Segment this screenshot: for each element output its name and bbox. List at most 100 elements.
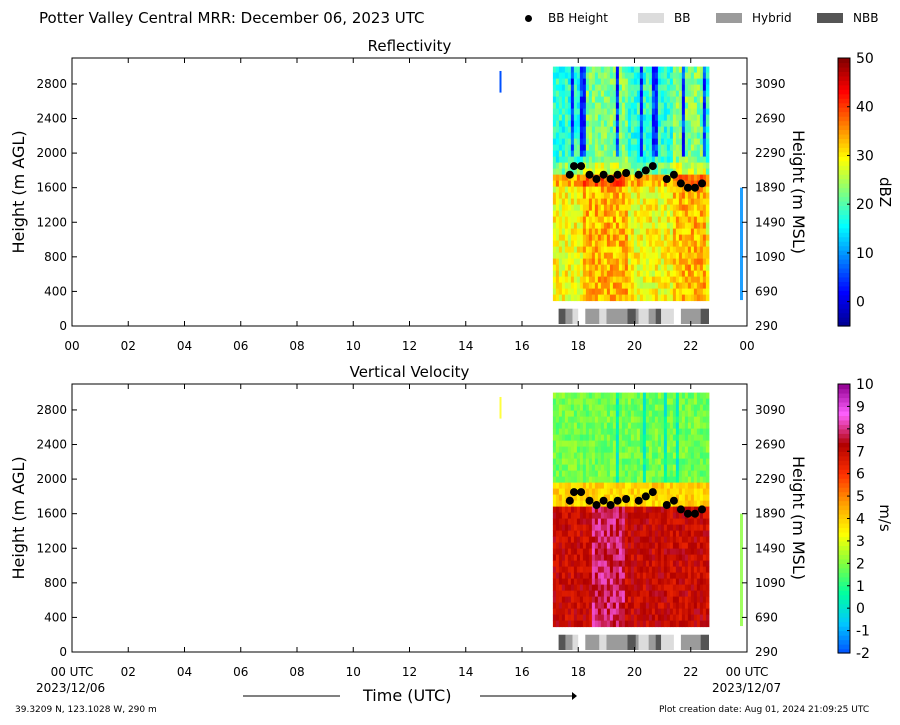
colorbar-tick-label: 6 <box>856 467 865 483</box>
y-tick-label-right: 2690 <box>755 112 786 126</box>
y-tick-label-right: 3090 <box>755 403 786 417</box>
colorbar-tick-label: 2 <box>856 556 865 572</box>
y-tick-label: 1200 <box>36 541 67 555</box>
bb-height-point <box>698 179 706 188</box>
bb-height-point <box>592 501 601 509</box>
x-tick-label: 16 <box>514 339 529 353</box>
legend-nbb: NBB <box>817 11 878 25</box>
bb-height-point <box>570 162 578 171</box>
y-tick-label: 2400 <box>36 112 67 126</box>
x-tick-label: 12 <box>402 665 417 679</box>
y-tick-label-right: 1090 <box>755 576 786 590</box>
bb-height-point <box>676 179 685 188</box>
bb-type-segment <box>638 308 649 324</box>
legend-bb: BB <box>638 11 690 25</box>
bb-height-point <box>599 170 608 179</box>
x-tick-label: 04 <box>177 665 192 679</box>
bb-height-point <box>648 162 657 171</box>
y-tick-label: 400 <box>44 284 67 298</box>
bb-height-point <box>641 492 650 501</box>
x-tick-label: 18 <box>571 665 586 679</box>
bb-type-segment <box>627 634 636 650</box>
y-tick-label: 2800 <box>36 403 67 417</box>
bb-height-point <box>662 175 671 183</box>
x-tick-label: 20 <box>627 339 642 353</box>
y-tick-label: 2400 <box>36 438 67 452</box>
bb-type-segment <box>700 308 709 324</box>
nbb-swatch-icon <box>817 13 843 23</box>
bb-type-segment <box>638 634 649 650</box>
x-tick-label: 04 <box>177 339 192 353</box>
bb-type-segment <box>680 634 701 650</box>
y-tick-label-right: 290 <box>755 645 778 659</box>
end-date-label: 2023/12/07 <box>712 681 782 695</box>
bb-height-point <box>565 170 574 179</box>
y-tick-label-right: 2290 <box>755 146 786 160</box>
bb-type-segment <box>606 308 628 324</box>
y-tick-label-right: 2690 <box>755 438 786 452</box>
colorbar-tick-label: 40 <box>856 100 874 116</box>
y-tick-label: 0 <box>59 319 67 333</box>
bb-height-point <box>622 495 631 503</box>
colorbar-tick-label: 8 <box>856 422 865 438</box>
colorbar: 0 10 20 30 40 50 dBZ <box>837 51 894 327</box>
bb-height-marker-icon <box>525 14 532 22</box>
bb-type-segment <box>661 308 674 324</box>
y-tick-label-right: 690 <box>755 610 778 624</box>
y-tick-label-right: 1890 <box>755 181 786 195</box>
y-tick-label: 2800 <box>36 77 67 91</box>
x-tick-label: 10 <box>346 339 361 353</box>
bb-height-point <box>683 509 692 518</box>
bb-height-point <box>613 170 622 179</box>
strip-separator <box>557 632 711 635</box>
edge-echo <box>740 187 743 301</box>
bb-swatch-icon <box>638 13 664 23</box>
y-tick-label: 400 <box>44 610 67 624</box>
y-tick-label-right: 3090 <box>755 77 786 91</box>
x-tick-label: 02 <box>121 665 136 679</box>
bb-height-point <box>669 496 678 505</box>
plot-creation-date: Plot creation date: Aug 01, 2024 21:09:2… <box>659 705 870 715</box>
colorbar-label: dBZ <box>876 177 894 207</box>
y-axis-title-right: Height (m MSL) <box>789 456 808 580</box>
bb-height-point <box>585 170 594 179</box>
y-tick-label: 2000 <box>36 472 67 486</box>
colorbar-tick-label: 3 <box>856 534 865 550</box>
panel-title: Reflectivity <box>368 37 452 55</box>
colorbar-tick-label: 0 <box>856 295 865 311</box>
x-tick-label: 00 UTC <box>51 665 94 679</box>
colorbar-tick-label: 4 <box>856 512 865 528</box>
edge-echo <box>740 513 743 627</box>
bb-type-segment <box>585 634 600 650</box>
bb-type-segment <box>655 308 662 324</box>
x-tick-label: 14 <box>458 665 473 679</box>
x-tick-label: 20 <box>627 665 642 679</box>
x-tick-label: 16 <box>514 665 529 679</box>
x-tick-label: 18 <box>571 339 586 353</box>
bb-height-point <box>565 496 574 505</box>
bb-height-point <box>634 496 643 505</box>
y-tick-label-right: 690 <box>755 284 778 298</box>
y-axis-title: Height (m AGL) <box>9 456 28 579</box>
bb-height-point <box>683 183 692 192</box>
start-date-label: 2023/12/06 <box>36 681 106 695</box>
x-tick-label: 14 <box>458 339 473 353</box>
x-tick-label: 06 <box>233 665 248 679</box>
bb-height-point <box>585 496 594 505</box>
legend-hybrid: Hybrid <box>716 11 792 25</box>
bb-height-point <box>577 488 586 497</box>
bb-type-segment <box>599 634 607 650</box>
colorbar-tick-label: -2 <box>856 646 870 662</box>
x-tick-label: 22 <box>683 339 698 353</box>
colorbar-tick-label: 0 <box>856 601 865 617</box>
bb-type-segment <box>661 634 674 650</box>
figure-title: Potter Valley Central MRR: December 06, … <box>39 9 425 27</box>
x-tick-label: 00 UTC <box>726 665 769 679</box>
bb-height-point <box>641 166 650 175</box>
colorbar-tick-label: 5 <box>856 489 865 505</box>
colorbar-tick-label: 9 <box>856 399 865 415</box>
